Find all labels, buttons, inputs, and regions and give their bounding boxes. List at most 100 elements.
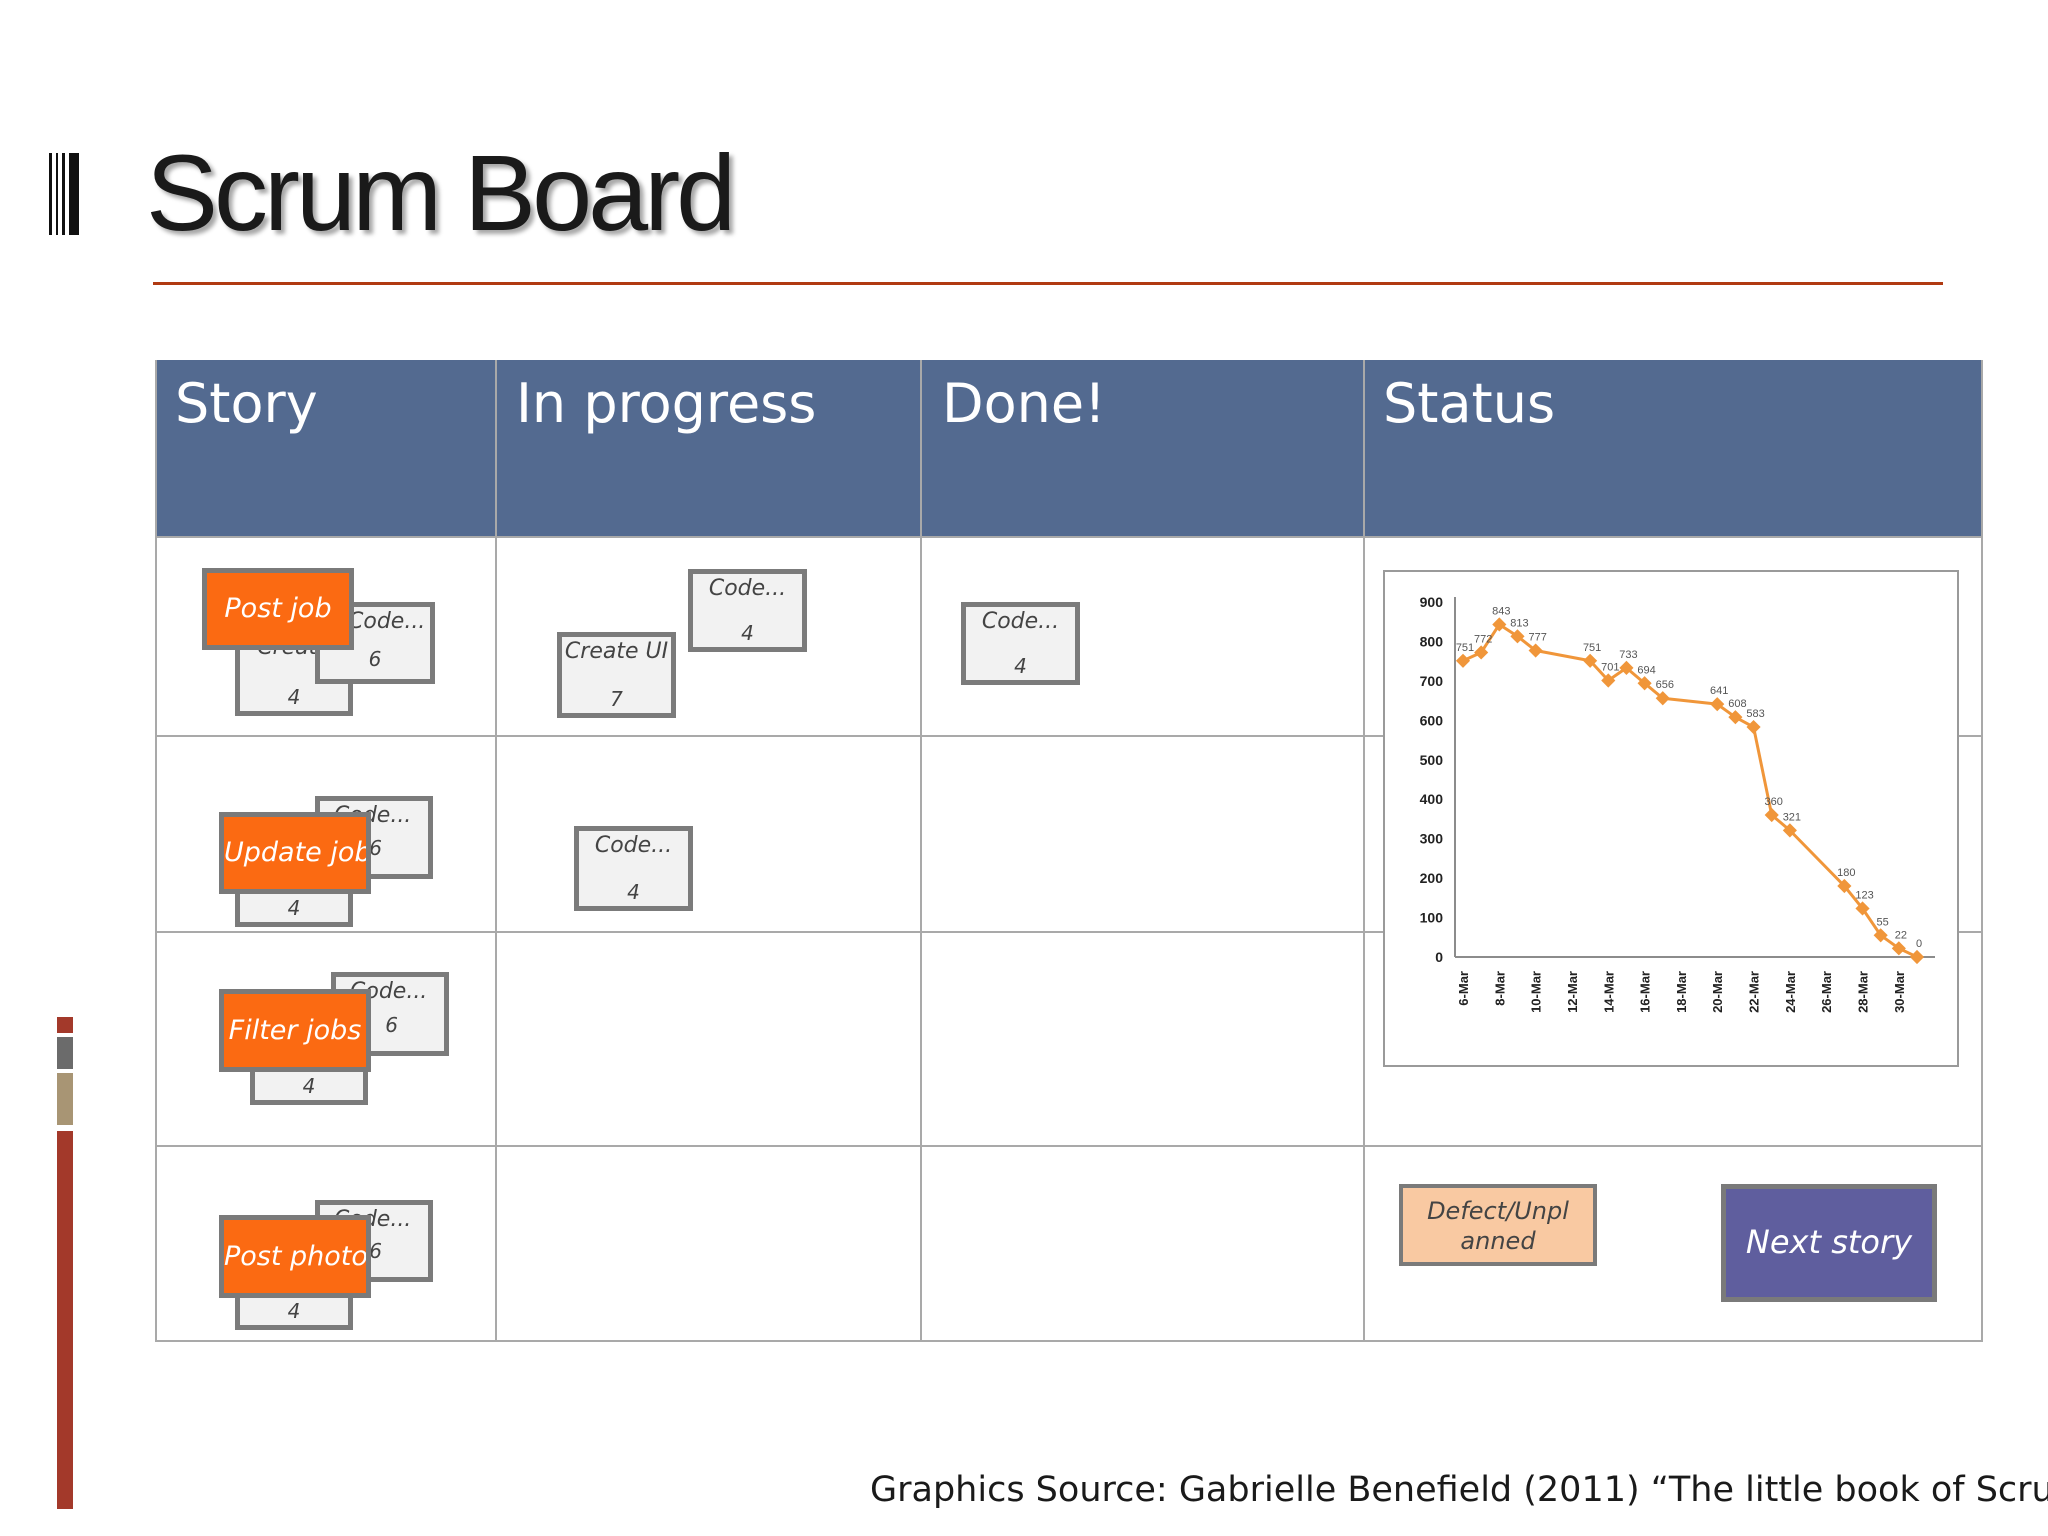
task-card-points: 4 xyxy=(627,880,640,904)
side-bar-red-top xyxy=(57,1017,73,1033)
y-tick-label: 200 xyxy=(1420,870,1444,886)
task-card-points: 6 xyxy=(369,836,382,860)
defect-unplanned-card[interactable]: Defect/Unpl anned xyxy=(1399,1184,1597,1266)
data-label: 751 xyxy=(1456,642,1474,654)
data-label: 777 xyxy=(1528,632,1546,644)
data-point xyxy=(1455,653,1471,668)
data-label: 656 xyxy=(1656,679,1674,691)
task-card-label: Create UI xyxy=(564,639,669,664)
column-divider xyxy=(1363,360,1365,1342)
next-story-card[interactable]: Next story xyxy=(1721,1184,1937,1302)
story-card-update-job[interactable]: Update job xyxy=(219,812,371,894)
page-title: Scrum Board xyxy=(146,132,736,253)
data-label: 813 xyxy=(1510,617,1528,629)
x-tick-label: 16-Mar xyxy=(1638,971,1653,1013)
graphics-source-credit: Graphics Source: Gabrielle Benefield (20… xyxy=(870,1470,2048,1510)
column-title-status: Status xyxy=(1383,372,1556,435)
column-divider xyxy=(495,360,497,1342)
task-card-points: 4 xyxy=(287,685,301,709)
story-card-post-job[interactable]: Post job xyxy=(202,568,354,650)
x-tick-label: 8-Mar xyxy=(1492,971,1507,1006)
task-card-done[interactable]: Code... 4 xyxy=(961,602,1080,685)
y-tick-label: 900 xyxy=(1420,594,1444,610)
title-divider xyxy=(153,282,1943,285)
burndown-chart-svg: 0 100 200 300 400 500 600 700 800 900 6-Mar 8-Mar 10… xyxy=(1420,594,1935,1013)
data-label: 180 xyxy=(1837,867,1855,879)
row-divider xyxy=(155,735,1391,737)
x-tick-label: 22-Mar xyxy=(1747,971,1762,1013)
task-card-points: 7 xyxy=(610,687,623,711)
data-point xyxy=(1583,653,1598,668)
data-point xyxy=(1528,643,1543,658)
x-tick-label: 26-Mar xyxy=(1819,971,1834,1013)
series-line xyxy=(1462,622,1918,959)
task-card-points: 4 xyxy=(1014,654,1027,678)
board-header: Story In progress Done! Status xyxy=(155,360,1983,538)
row-divider xyxy=(155,931,1391,933)
task-card-label: Code... xyxy=(708,576,787,601)
y-tick-label: 0 xyxy=(1435,949,1443,965)
data-label: 608 xyxy=(1728,698,1746,710)
x-tick-label: 6-Mar xyxy=(1456,971,1471,1006)
data-label: 772 xyxy=(1474,633,1492,645)
task-card-points: 6 xyxy=(368,647,382,671)
y-tick-label: 100 xyxy=(1420,910,1444,926)
x-tick-label: 14-Mar xyxy=(1601,971,1616,1013)
data-label: 694 xyxy=(1637,664,1655,676)
y-tick-label: 500 xyxy=(1420,752,1444,768)
task-card-label: Code... xyxy=(348,609,426,634)
x-tick-label: 28-Mar xyxy=(1856,971,1871,1013)
task-card-points: 4 xyxy=(287,1299,301,1323)
board-border-left xyxy=(155,360,157,1342)
x-tick-label: 12-Mar xyxy=(1565,971,1580,1013)
column-title-story: Story xyxy=(175,372,318,435)
task-card-label: Code... xyxy=(981,609,1060,634)
row-divider xyxy=(155,1145,1983,1147)
y-tick-label: 700 xyxy=(1420,673,1444,689)
x-tick-label: 24-Mar xyxy=(1783,971,1798,1013)
data-point xyxy=(1855,901,1870,916)
task-card-points: 4 xyxy=(741,621,754,645)
x-tick-label: 20-Mar xyxy=(1710,971,1725,1013)
data-point xyxy=(1837,878,1852,894)
y-tick-label: 600 xyxy=(1420,712,1444,728)
task-card-points: 4 xyxy=(287,896,301,920)
column-title-done: Done! xyxy=(942,372,1106,435)
task-card-create-ui[interactable]: Create UI 7 xyxy=(557,632,676,718)
row-divider xyxy=(155,536,1983,538)
side-bar-red xyxy=(57,1131,73,1509)
y-tick-label: 400 xyxy=(1420,791,1444,807)
row-divider xyxy=(1945,735,1983,737)
data-label: 321 xyxy=(1783,811,1801,823)
task-card[interactable]: Code... 4 xyxy=(574,826,693,911)
x-tick-label: 30-Mar xyxy=(1892,971,1907,1013)
data-point xyxy=(1782,823,1797,838)
x-tick-label: 10-Mar xyxy=(1529,971,1544,1013)
board-border-bottom xyxy=(155,1340,1983,1342)
data-label: 733 xyxy=(1619,649,1637,661)
y-tick-label: 300 xyxy=(1420,831,1444,847)
task-card-points: 6 xyxy=(369,1239,382,1263)
board-border-right xyxy=(1981,360,1983,1342)
task-card[interactable]: Code... 6 xyxy=(331,972,449,1056)
story-card-post-photo[interactable]: Post photo xyxy=(219,1215,371,1298)
column-title-in-progress: In progress xyxy=(516,372,817,435)
data-label: 751 xyxy=(1583,642,1601,654)
task-card[interactable]: Code... 4 xyxy=(688,569,807,652)
row-divider xyxy=(1945,931,1983,933)
data-point xyxy=(1909,949,1925,965)
data-label: 22 xyxy=(1895,929,1907,941)
data-point xyxy=(1746,719,1761,735)
data-label: 583 xyxy=(1746,708,1764,720)
side-bar-tan xyxy=(57,1073,73,1125)
data-label: 0 xyxy=(1916,938,1922,950)
data-label: 641 xyxy=(1710,685,1728,697)
story-card-filter-jobs[interactable]: Filter jobs xyxy=(219,989,371,1072)
task-card-points: 4 xyxy=(302,1074,316,1098)
column-divider xyxy=(920,360,922,1342)
data-label: 360 xyxy=(1765,796,1783,808)
task-card-label: Code... xyxy=(594,833,673,858)
x-tick-label: 18-Mar xyxy=(1674,971,1689,1013)
burndown-chart: 0 100 200 300 400 500 600 700 800 900 6-Mar 8-Mar 10… xyxy=(1383,570,1959,1067)
y-tick-label: 800 xyxy=(1420,633,1444,649)
